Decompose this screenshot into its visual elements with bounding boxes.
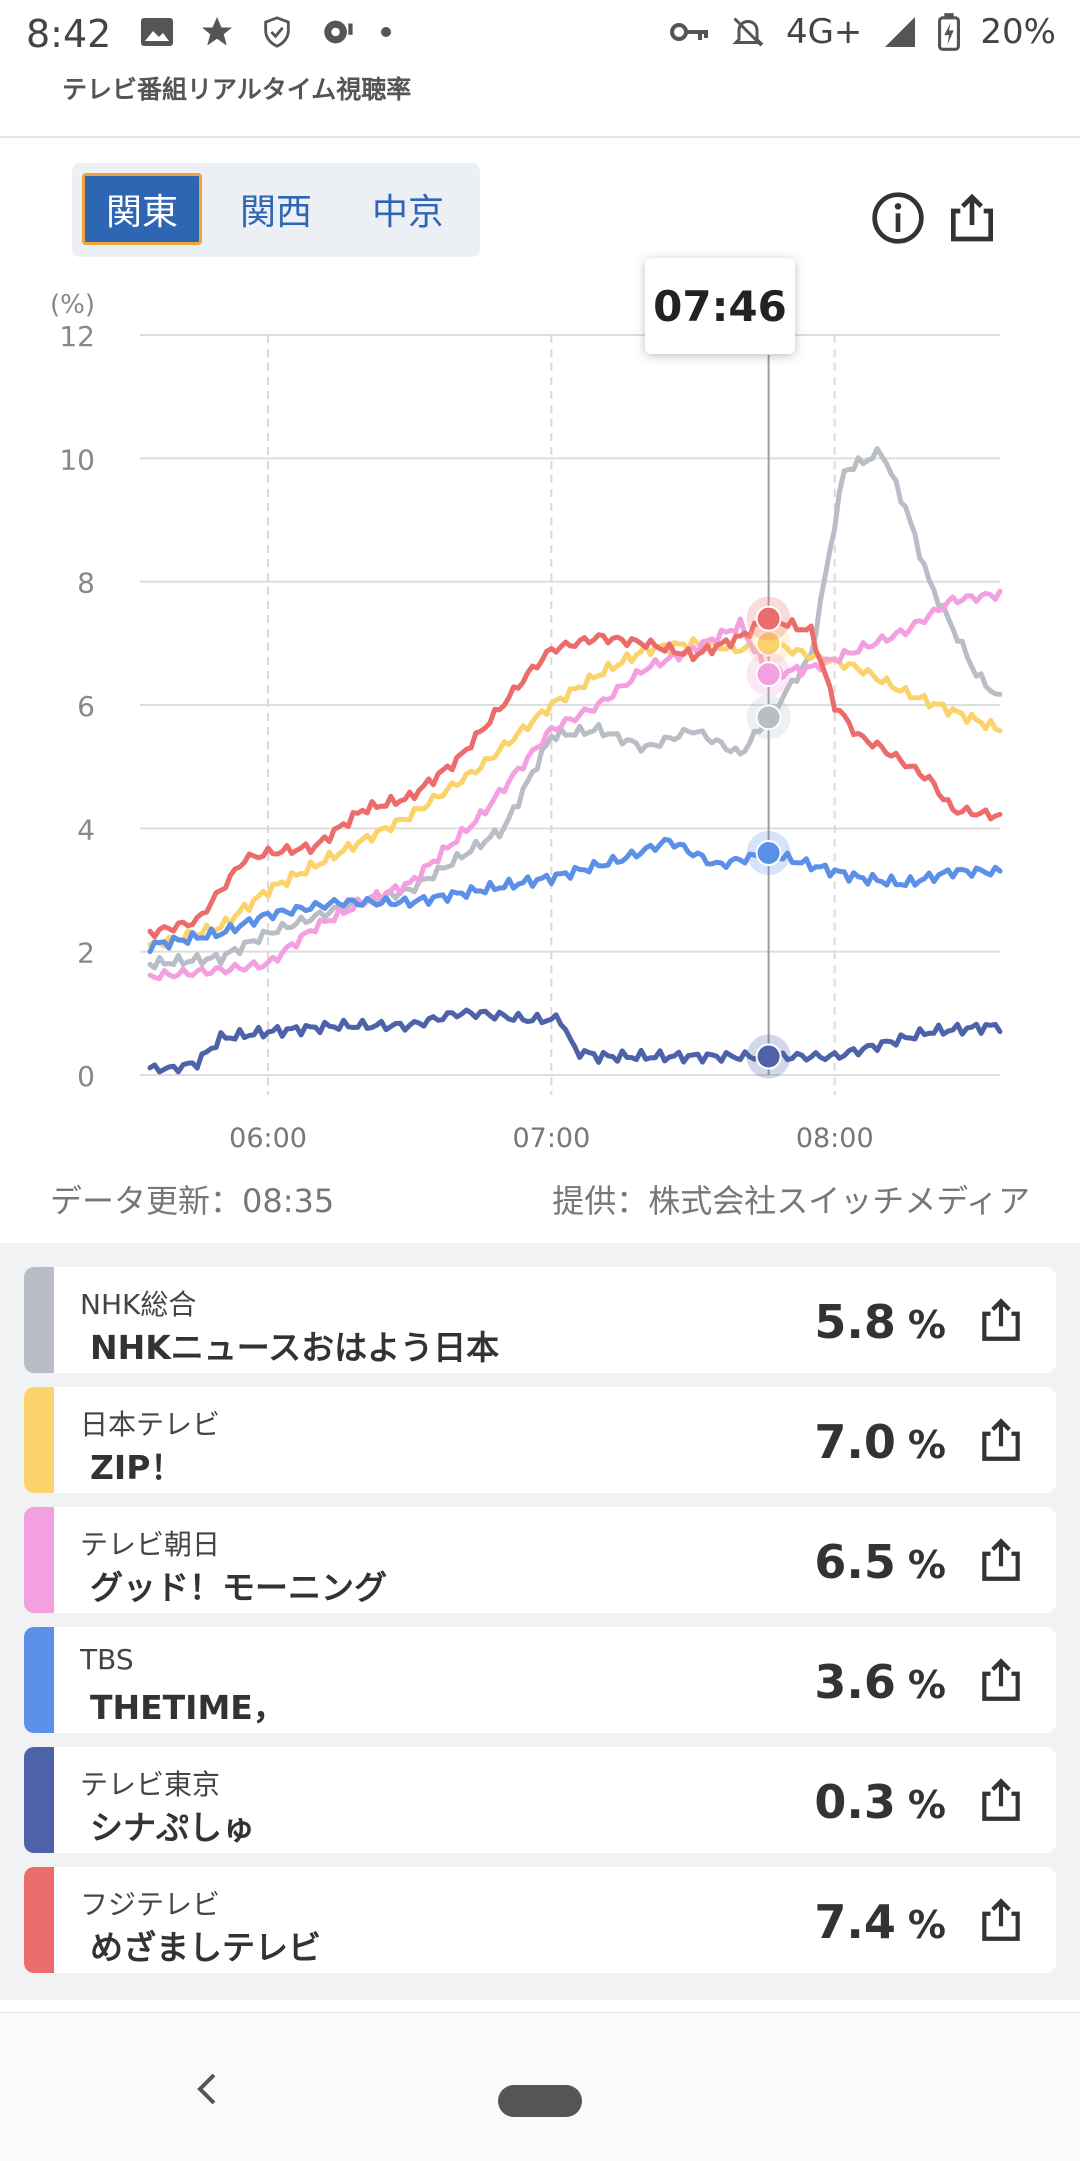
data-provider: 提供：株式会社スイッチメディア: [552, 1182, 1030, 1220]
navigation-bar: [0, 2012, 1080, 2161]
share-icon[interactable]: [976, 1415, 1026, 1465]
system-icons: 4G+ 20%: [669, 12, 1056, 52]
notification-icons: [140, 14, 392, 50]
info-icon[interactable]: [870, 190, 926, 246]
station-name: TBS: [80, 1643, 134, 1676]
battery-icon: [938, 13, 961, 51]
cursor-marker: [755, 704, 782, 731]
rating-value: 3.6%: [814, 1655, 946, 1709]
channel-card-tv-tokyo[interactable]: テレビ東京 シナぷしゅ 0.3%: [24, 1747, 1056, 1853]
star-icon: [202, 17, 232, 46]
x-tick-label: 07:00: [512, 1123, 590, 1154]
station-name: 日本テレビ: [80, 1408, 221, 1441]
signal-icon: [885, 17, 916, 47]
channel-card-tbs[interactable]: TBS THETIME， 3.6%: [24, 1627, 1056, 1733]
rating-value: 7.4%: [814, 1895, 946, 1949]
home-button[interactable]: [498, 2085, 582, 2117]
channel-list: NHK総合 NHKニュースおはよう日本 5.8% 日本テレビ ZIP！ 7.0%…: [0, 1243, 1080, 2000]
rating-value: 7.0%: [814, 1415, 946, 1469]
y-tick-label: 4: [77, 813, 95, 846]
program-name: NHKニュースおはよう日本: [90, 1328, 500, 1367]
channel-color-bar: [24, 1267, 54, 1373]
cursor-marker: [755, 605, 782, 632]
app-title: テレビ番組リアルタイム視聴率: [62, 75, 412, 104]
shield-icon: [264, 16, 290, 48]
header-divider: [0, 136, 1080, 138]
sync-icon: [324, 20, 353, 44]
station-name: テレビ朝日: [80, 1528, 221, 1561]
share-icon[interactable]: [976, 1655, 1026, 1705]
status-bar: 8:42 4G+ 20%: [0, 0, 1080, 72]
y-axis-label: (%): [50, 290, 95, 320]
rating-value: 6.5%: [814, 1535, 946, 1589]
series-line: [147, 636, 1003, 949]
bell-off-icon: [732, 17, 764, 47]
channel-card-nhk[interactable]: NHK総合 NHKニュースおはよう日本 5.8%: [24, 1267, 1056, 1373]
y-tick-label: 0: [77, 1060, 95, 1093]
program-name: グッド！モーニング: [90, 1568, 387, 1607]
channel-color-bar: [24, 1747, 54, 1853]
data-updated: データ更新：08:35: [50, 1182, 335, 1220]
network-label: 4G+: [785, 12, 863, 52]
x-tick-label: 08:00: [796, 1123, 874, 1154]
y-tick-label: 2: [77, 937, 95, 970]
channel-color-bar: [24, 1507, 54, 1613]
image-icon: [141, 18, 173, 46]
series-line: [147, 836, 1003, 955]
share-icon[interactable]: [976, 1295, 1026, 1345]
channel-card-ntv[interactable]: 日本テレビ ZIP！ 7.0%: [24, 1387, 1056, 1493]
x-tick-label: 06:00: [229, 1123, 307, 1154]
y-tick-label: 8: [77, 567, 95, 600]
tab-kanto[interactable]: 関東: [82, 173, 202, 245]
dot-icon: [381, 27, 391, 37]
station-name: フジテレビ: [80, 1888, 221, 1921]
series-line: [147, 588, 1003, 982]
series-line: [147, 1007, 1003, 1075]
status-time: 8:42: [26, 12, 112, 56]
ratings-chart[interactable]: 0 2 4 6 8 10 12(%) 06:00 07:00 08:00: [0, 270, 1080, 1170]
station-name: テレビ東京: [80, 1768, 221, 1801]
tab-kansai[interactable]: 関西: [239, 192, 312, 233]
y-tick-label: 6: [77, 690, 95, 723]
channel-card-fuji[interactable]: フジテレビ めざましテレビ 7.4%: [24, 1867, 1056, 1973]
y-tick-label: 10: [59, 443, 95, 476]
share-icon[interactable]: [976, 1775, 1026, 1825]
cursor-marker: [755, 840, 782, 866]
battery-level: 20%: [980, 12, 1056, 52]
program-name: ZIP！: [90, 1448, 184, 1487]
channel-color-bar: [24, 1387, 54, 1493]
share-icon[interactable]: [944, 190, 1000, 246]
station-name: NHK総合: [80, 1288, 197, 1321]
cursor-marker: [755, 661, 782, 688]
channel-card-tv-asahi[interactable]: テレビ朝日 グッド！モーニング 6.5%: [24, 1507, 1056, 1613]
tab-chukyo[interactable]: 中京: [371, 192, 444, 233]
rating-value: 5.8%: [814, 1295, 946, 1349]
back-icon[interactable]: [192, 2069, 222, 2109]
channel-color-bar: [24, 1627, 54, 1733]
share-icon[interactable]: [976, 1895, 1026, 1945]
time-tooltip: 07:46: [645, 258, 795, 354]
y-tick-label: 12: [59, 320, 95, 353]
region-selector: 関東 関西 中京: [72, 163, 480, 257]
key-icon: [669, 23, 708, 41]
program-name: めざましテレビ: [90, 1928, 321, 1967]
share-icon[interactable]: [976, 1535, 1026, 1585]
rating-value: 0.3%: [814, 1775, 946, 1829]
program-name: THETIME，: [90, 1688, 286, 1727]
series-line: [147, 446, 1003, 971]
series-line: [147, 611, 1003, 940]
channel-color-bar: [24, 1867, 54, 1973]
cursor-marker: [755, 1043, 782, 1070]
program-name: シナぷしゅ: [90, 1808, 255, 1847]
